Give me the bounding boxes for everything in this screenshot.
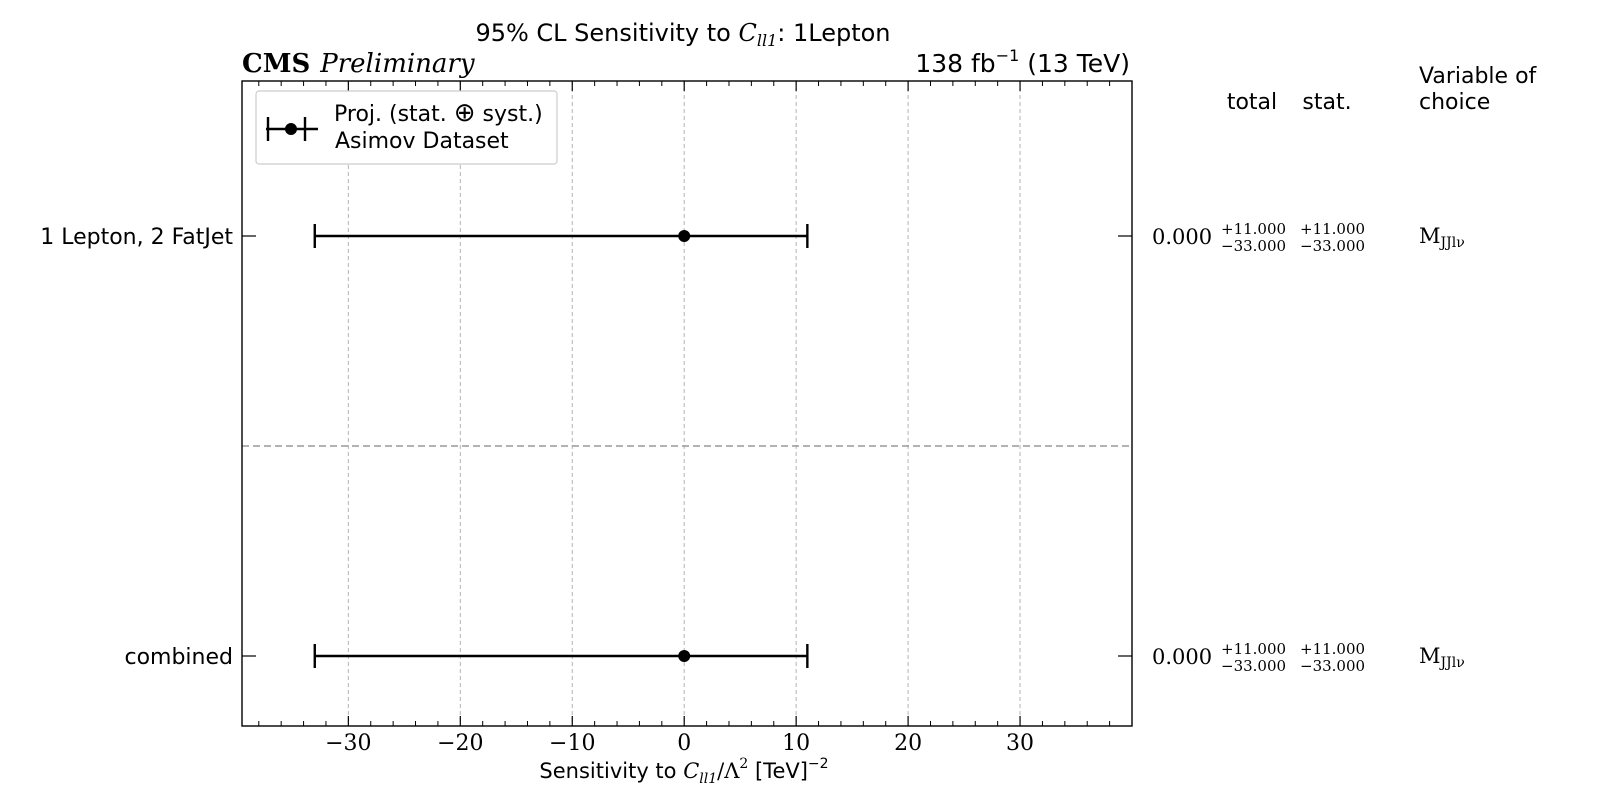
total-uncertainty-down: −33.000 [1221,657,1286,675]
central-value: 0.000 [1152,225,1212,249]
x-axis-label: Sensitivity to Cll1/Λ2 [TeV]−2 [539,756,828,787]
plot-frame [241,80,1133,727]
x-tick-label: 20 [894,731,922,756]
stat-uncertainty-down: −33.000 [1300,657,1365,675]
column-header-total: total [1227,90,1277,115]
legend-entry-line2: Asimov Dataset [335,129,509,154]
total-uncertainty-up: +11.000 [1221,640,1286,658]
x-tick-label: −10 [549,731,595,756]
legend-marker-icon [266,117,318,141]
variable-of-choice: MJJlν [1419,644,1465,671]
row-label: 1 Lepton, 2 FatJet [40,225,233,250]
stat-uncertainty-up: +11.000 [1300,640,1365,658]
stat-uncertainty-down: −33.000 [1300,237,1365,255]
x-tick-label: 30 [1006,731,1034,756]
column-header-variable-line2: choice [1419,90,1490,115]
x-tick-label: 10 [782,731,810,756]
legend-entry-line1: Proj. (stat. ⊕ syst.) [334,98,543,128]
legend: Proj. (stat. ⊕ syst.) Asimov Dataset [255,90,558,165]
legend-box [255,90,558,165]
x-tick-label: −20 [437,731,483,756]
central-point [678,650,691,662]
central-value: 0.000 [1152,645,1212,669]
data-points [313,224,809,668]
chart-title: 95% CL Sensitivity to Cll1: 1Lepton [475,19,890,50]
variable-of-choice: MJJlν [1419,224,1465,251]
experiment-label: CMS Preliminary [242,49,475,79]
luminosity-label: 138 fb−1 (13 TeV) [915,46,1130,78]
x-tick-label: −30 [325,731,371,756]
stat-uncertainty-up: +11.000 [1300,220,1365,238]
x-tick-label: 0 [677,731,691,756]
column-header-stat: stat. [1302,90,1351,115]
axis-ticks: −30 −20 −10 0 10 20 30 [242,81,1132,756]
column-header-variable-line1: Variable of [1419,64,1538,89]
grid-lines [347,81,1021,726]
row-label: combined [124,645,233,670]
total-uncertainty-up: +11.000 [1221,220,1286,238]
total-uncertainty-down: −33.000 [1221,237,1286,255]
central-point [678,230,691,242]
